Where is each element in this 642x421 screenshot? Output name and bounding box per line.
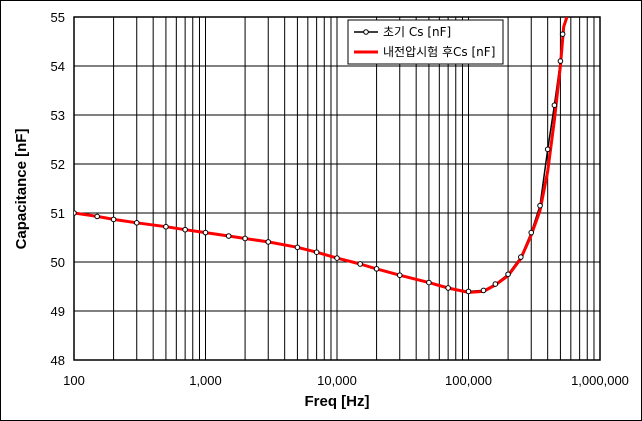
series-point-initial [265, 239, 272, 245]
series-layer [74, 17, 569, 295]
y-tick-label: 50 [51, 255, 65, 270]
series-point-initial [480, 287, 487, 294]
x-axis-title: Freq [Hz] [305, 393, 370, 410]
y-tick-label: 49 [51, 304, 65, 319]
y-tick-label: 51 [51, 206, 65, 221]
series-point-initial [163, 223, 169, 230]
series-point-initial [559, 31, 566, 37]
series-point-initial [396, 272, 403, 279]
x-tick-label: 1,000 [189, 373, 222, 388]
y-tick-label: 48 [51, 353, 65, 368]
legend: 초기 Cs [nF] 내전압시험 후Cs [nF] [347, 19, 504, 65]
series-point-initial [557, 58, 564, 64]
series-point-initial [551, 102, 558, 108]
series-point-initial [334, 255, 340, 261]
series-point-initial [242, 235, 248, 242]
plot-area-border [73, 16, 601, 361]
x-tick-label: 100,000 [445, 373, 492, 388]
series-point-initial [528, 229, 535, 236]
series-point-initial [518, 254, 524, 260]
y-tick-label: 52 [51, 157, 65, 172]
x-tick-label: 1,000,000 [571, 373, 629, 388]
series-point-initial [294, 244, 301, 251]
y-tick-label: 53 [51, 108, 65, 123]
series-point-initial [537, 202, 543, 209]
legend-label-initial: 초기 Cs [nF] [383, 25, 451, 39]
series-point-initial [544, 146, 551, 153]
grid [74, 17, 600, 360]
x-tick-label: 10,000 [317, 373, 357, 388]
series-point-initial [313, 249, 320, 255]
x-tick-label: 100 [63, 373, 85, 388]
series-point-initial [74, 210, 77, 216]
series-point-initial [133, 220, 140, 226]
series-point-initial [225, 233, 232, 239]
series-point-initial [110, 216, 117, 223]
series-point-initial [202, 229, 209, 236]
series-point-initial [182, 226, 188, 233]
series-point-initial [465, 288, 472, 295]
legend-marker-initial [363, 29, 369, 35]
series-point-initial [426, 279, 432, 286]
series-point-initial [492, 281, 499, 287]
tick-labels: 100 1,000 10,000 100,000 1,000,000 48 49 50 51 52… [51, 10, 629, 388]
series-point-initial [505, 271, 511, 278]
y-axis-title: Capacitance [nF] [13, 129, 30, 250]
series-point-initial [357, 261, 363, 267]
y-tick-label: 54 [51, 59, 65, 74]
legend-label-after-test: 내전압시험 후Cs [nF] [383, 45, 495, 59]
series-point-initial [373, 266, 380, 272]
series-point-initial [445, 285, 451, 291]
series-point-initial [94, 213, 100, 220]
y-tick-label: 55 [51, 10, 65, 25]
legend-box [347, 19, 504, 65]
